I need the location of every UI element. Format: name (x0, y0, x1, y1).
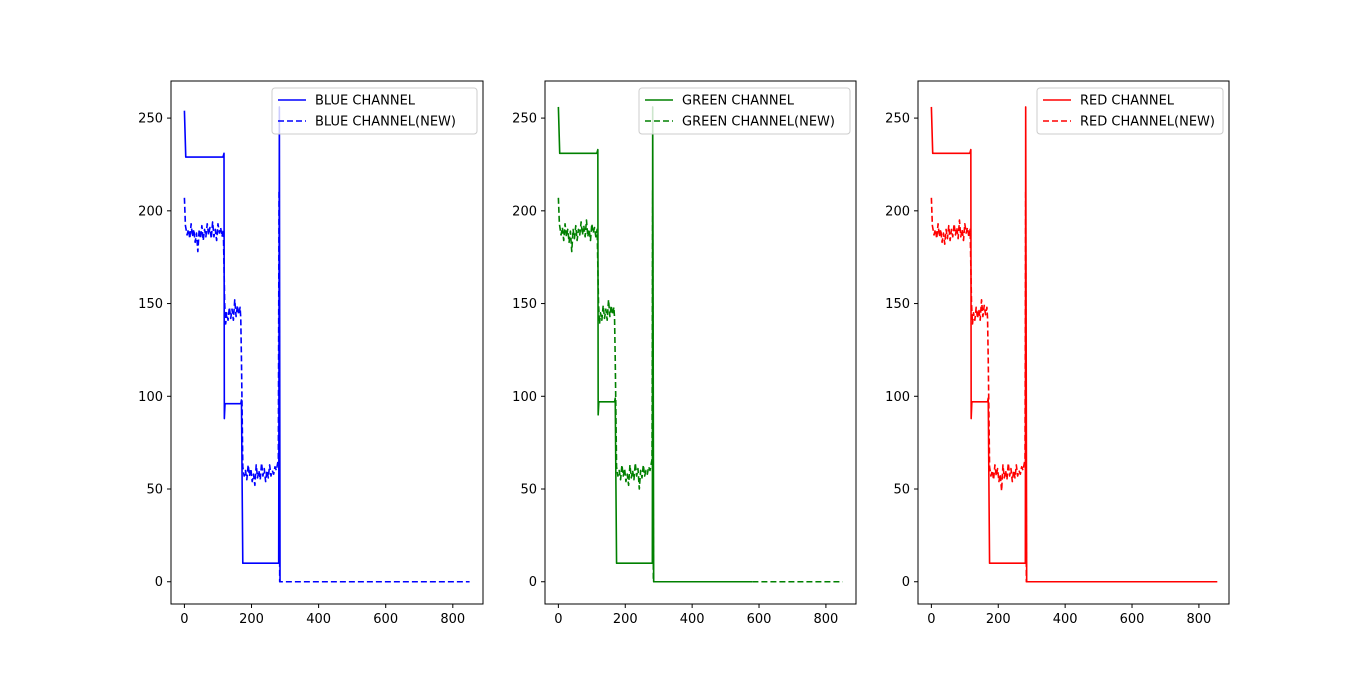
chart-panel-2: 0 200 400 600 800 0 50 100 150 200 250 GREEN CHANNE… (512, 80, 857, 627)
x-tick-label: 200 (613, 612, 638, 627)
y-tick-label: 150 (138, 297, 163, 312)
y-tick-label: 100 (885, 390, 910, 405)
axes-frame (170, 80, 484, 605)
y-tick-label: 100 (138, 390, 163, 405)
legend: BLUE CHANNEL BLUE CHANNEL(NEW) (271, 87, 478, 135)
y-tick-label: 0 (155, 575, 163, 590)
series-line-1 (930, 106, 1218, 583)
x-tick-label: 800 (440, 612, 465, 627)
axes-frame (544, 80, 857, 605)
legend-label: GREEN CHANNEL (682, 94, 795, 109)
legend-box (1036, 87, 1224, 135)
series-line-2 (183, 189, 470, 583)
y-tick-label: 200 (138, 204, 163, 219)
legend-label: RED CHANNEL (1080, 94, 1175, 109)
x-tick-label: 800 (813, 612, 838, 627)
x-tick-label: 400 (1053, 612, 1078, 627)
legend-box (271, 87, 478, 135)
y-tick-label: 250 (138, 112, 163, 127)
y-tick-label: 50 (146, 483, 163, 498)
y-tick-label: 250 (885, 112, 910, 127)
series-line-2 (557, 189, 843, 583)
legend-label: BLUE CHANNEL (315, 94, 416, 109)
y-tick-label: 150 (512, 297, 537, 312)
x-tick-label: 600 (747, 612, 772, 627)
x-tick-label: 0 (180, 612, 188, 627)
y-tick-label: 50 (893, 483, 910, 498)
y-tick-label: 150 (885, 297, 910, 312)
legend: GREEN CHANNEL GREEN CHANNEL(NEW) (638, 87, 851, 135)
legend-box (638, 87, 851, 135)
axes-frame (917, 80, 1230, 605)
y-tick-label: 200 (885, 204, 910, 219)
y-tick-label: 250 (512, 112, 537, 127)
legend-label: BLUE CHANNEL(NEW) (315, 115, 456, 130)
x-tick-label: 600 (373, 612, 398, 627)
x-tick-label: 0 (927, 612, 935, 627)
y-tick-label: 0 (902, 575, 910, 590)
series-line-2 (930, 189, 1216, 583)
y-tick-label: 200 (512, 204, 537, 219)
x-tick-label: 200 (239, 612, 264, 627)
y-tick-label: 50 (520, 483, 537, 498)
x-tick-label: 400 (306, 612, 331, 627)
legend: RED CHANNEL RED CHANNEL(NEW) (1036, 87, 1224, 135)
x-tick-label: 600 (1120, 612, 1145, 627)
x-tick-label: 0 (554, 612, 562, 627)
x-tick-label: 200 (986, 612, 1011, 627)
x-tick-label: 400 (680, 612, 705, 627)
series-line-1 (557, 106, 753, 583)
y-tick-label: 0 (529, 575, 537, 590)
series-line-1 (183, 106, 281, 582)
y-tick-label: 100 (512, 390, 537, 405)
legend-label: RED CHANNEL(NEW) (1080, 115, 1215, 130)
legend-label: GREEN CHANNEL(NEW) (682, 115, 835, 130)
chart-panel-1: 0 200 400 600 800 0 50 100 150 200 250 BLUE CHANNEL… (138, 80, 484, 627)
x-tick-label: 800 (1186, 612, 1211, 627)
